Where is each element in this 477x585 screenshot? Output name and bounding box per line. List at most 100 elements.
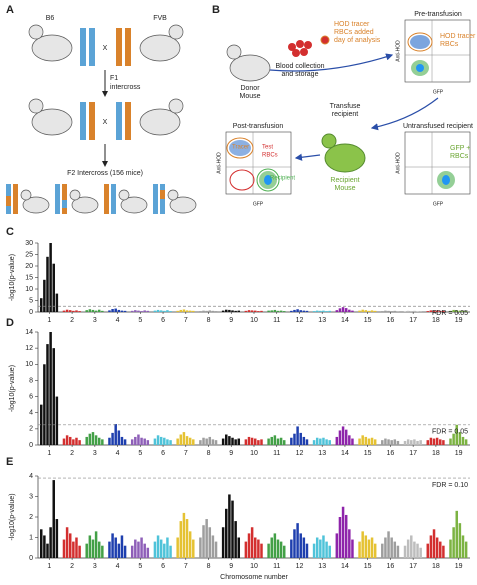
bar [140, 437, 143, 445]
bar [78, 440, 81, 445]
bar [335, 310, 339, 312]
bar [338, 430, 342, 445]
bar [225, 508, 228, 558]
bar [282, 311, 286, 312]
x-tick-label: 15 [364, 450, 372, 457]
bar [234, 439, 237, 445]
bar [214, 541, 218, 558]
x-tick-label: 8 [207, 317, 211, 324]
bar [163, 437, 166, 445]
y-tick-label: 15 [25, 274, 33, 281]
bar [452, 309, 455, 312]
gate-label: RBCs [440, 41, 459, 48]
y-axis-title: -log10(p-value) [9, 254, 16, 301]
x-tick-label: 9 [229, 563, 233, 570]
bar [153, 541, 157, 558]
bar [202, 310, 205, 312]
bar [130, 310, 134, 312]
bar [429, 437, 433, 445]
bar [65, 309, 69, 312]
bar [341, 307, 345, 312]
bar [108, 437, 111, 445]
bar [449, 438, 452, 445]
bar [188, 437, 192, 445]
bar [43, 535, 46, 558]
x-tick-label: 6 [161, 563, 165, 570]
bar [123, 310, 127, 312]
axis-label: GFP [253, 201, 264, 207]
bar [143, 438, 146, 445]
bar [282, 440, 286, 445]
bar [367, 310, 371, 312]
bar [78, 311, 81, 312]
bar [384, 438, 387, 445]
bar [68, 310, 72, 312]
caption: Transfuse [330, 103, 361, 110]
bar [55, 293, 59, 312]
bar [117, 543, 121, 558]
x-tick-label: 10 [250, 563, 258, 570]
bar [435, 437, 439, 445]
bar [163, 310, 166, 312]
x-tick-label: 3 [93, 317, 97, 324]
bar [338, 308, 342, 312]
bar [108, 541, 111, 558]
y-tick-label: 0 [29, 442, 33, 449]
bar [72, 310, 75, 312]
bar [396, 440, 400, 445]
bar [202, 437, 205, 445]
bar [85, 310, 88, 312]
bar [270, 436, 273, 445]
bar [341, 426, 345, 445]
bar [55, 396, 59, 445]
x-tick-label: 18 [432, 450, 440, 457]
bar [296, 309, 299, 312]
flow-plot [404, 131, 471, 195]
bar [373, 543, 377, 558]
y-axis-title: -log10(p-value) [9, 493, 16, 540]
bar [419, 311, 422, 312]
caption: Blood collection [275, 63, 324, 70]
x-tick-label: 15 [364, 317, 372, 324]
x-tick-label: 17 [409, 563, 417, 570]
bar [273, 309, 277, 312]
bar [315, 437, 319, 445]
bar [406, 310, 410, 312]
bar [111, 533, 114, 558]
bar [426, 440, 430, 445]
bar [387, 439, 390, 445]
bar [260, 439, 263, 445]
bar [40, 529, 43, 558]
x-tick-label: 9 [229, 317, 233, 324]
y-tick-label: 30 [25, 240, 33, 247]
bar [146, 547, 150, 558]
bar [351, 438, 354, 445]
bar [325, 541, 328, 558]
x-tick-label: 6 [161, 317, 165, 324]
bar [449, 539, 452, 558]
chromosome [125, 102, 131, 140]
bar [403, 545, 407, 558]
bar [237, 310, 241, 312]
bar [276, 438, 280, 445]
bar [159, 436, 163, 445]
bar [101, 439, 104, 445]
bar [101, 310, 104, 312]
gate-label: HOD tracer [440, 33, 476, 40]
bar [413, 541, 416, 558]
chromosome [80, 28, 86, 66]
bar [257, 440, 260, 445]
bar [273, 435, 277, 445]
bar [166, 439, 169, 445]
bar [282, 545, 286, 558]
bar [146, 310, 150, 312]
bar [156, 535, 160, 558]
bar [46, 543, 49, 558]
bar [257, 311, 260, 312]
bar [46, 256, 49, 312]
bar [97, 437, 101, 445]
bar [373, 439, 377, 445]
bar [117, 309, 121, 312]
bar [91, 309, 95, 312]
bar [276, 310, 280, 312]
